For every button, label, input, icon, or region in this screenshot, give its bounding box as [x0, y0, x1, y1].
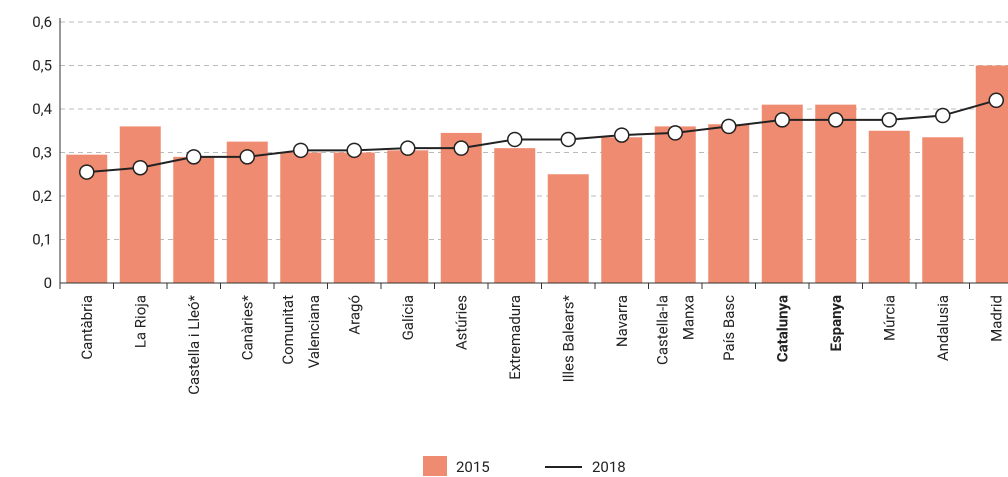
- bar: [226, 141, 268, 283]
- line-marker: [79, 164, 95, 180]
- bar: [387, 150, 429, 283]
- line-marker: [988, 92, 1004, 109]
- bar: [440, 132, 482, 283]
- x-tick-label: Astúries: [452, 295, 470, 350]
- x-tick-label: Galícia: [399, 295, 417, 340]
- x-tick-label: Comunitat Valenciana: [279, 295, 323, 368]
- bar: [280, 152, 322, 283]
- line-marker: [721, 118, 737, 135]
- line: [86, 99, 997, 174]
- line-marker: [293, 142, 309, 159]
- legend-label: 2018: [592, 458, 626, 476]
- bar: [868, 130, 910, 283]
- bar: [761, 104, 803, 284]
- x-tick-label: Castella i Lleó*: [185, 294, 203, 394]
- y-tick-label: 0,1: [32, 231, 52, 249]
- line-marker: [400, 140, 416, 156]
- bar: [922, 137, 964, 283]
- x-tick-label: Andalusia: [934, 295, 952, 361]
- y-tick-label: 0,3: [32, 144, 52, 162]
- x-tick-label: Catalunya: [773, 295, 791, 362]
- line-marker: [614, 127, 630, 143]
- line-marker: [774, 112, 790, 128]
- bar: [173, 156, 215, 283]
- legend-label: 2015: [456, 458, 490, 476]
- line-marker: [132, 159, 148, 176]
- line-marker: [453, 140, 469, 156]
- x-tick-label: Canàries*: [238, 294, 256, 360]
- x-tick-label: Illes Balears*: [559, 294, 577, 382]
- line-marker: [828, 112, 844, 128]
- bar: [547, 174, 589, 283]
- line-marker: [507, 131, 523, 148]
- line-marker: [667, 125, 683, 141]
- x-tick-label: Múrcia: [880, 295, 898, 341]
- legend-swatch: [423, 456, 447, 476]
- y-tick-label: 0,4: [32, 100, 52, 118]
- y-tick-label: 0,5: [32, 57, 52, 75]
- x-tick-label: Cantàbria: [78, 295, 96, 360]
- line-marker: [186, 149, 202, 165]
- y-tick-label: 0: [44, 274, 52, 292]
- x-tick-label: Aragó: [345, 295, 363, 335]
- x-tick-label: Madrid: [987, 295, 1005, 342]
- bar: [119, 126, 161, 284]
- y-tick-label: 0,6: [32, 13, 52, 31]
- bar: [494, 148, 536, 283]
- x-tick-label: Navarra: [613, 295, 631, 347]
- y-tick-label: 0,2: [32, 187, 52, 205]
- bar: [708, 124, 750, 283]
- x-tick-label: Extremadura: [506, 295, 524, 380]
- bar: [815, 104, 857, 284]
- line-marker: [239, 149, 255, 165]
- x-tick-label: La Rioja: [131, 295, 149, 348]
- bar: [601, 137, 643, 283]
- line-marker: [881, 112, 897, 128]
- line-marker: [346, 142, 362, 159]
- bar: [333, 152, 375, 283]
- x-tick-label: Espanya: [827, 295, 845, 351]
- line-marker: [935, 107, 951, 124]
- bar: [654, 126, 696, 284]
- x-tick-label: Castella-la Manxa: [653, 295, 697, 365]
- line-marker: [560, 131, 576, 148]
- x-tick-label: País Basc: [720, 295, 738, 361]
